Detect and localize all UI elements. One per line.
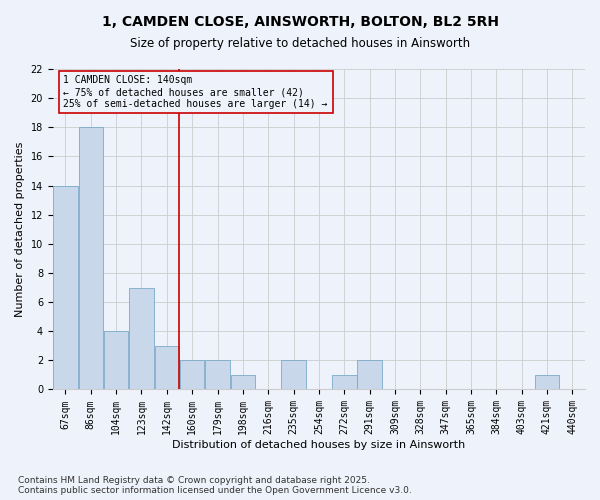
Text: 1 CAMDEN CLOSE: 140sqm
← 75% of detached houses are smaller (42)
25% of semi-det: 1 CAMDEN CLOSE: 140sqm ← 75% of detached… <box>64 76 328 108</box>
Bar <box>53 186 78 390</box>
Bar <box>180 360 205 390</box>
Bar <box>230 375 255 390</box>
Bar <box>332 375 356 390</box>
Bar <box>155 346 179 390</box>
X-axis label: Distribution of detached houses by size in Ainsworth: Distribution of detached houses by size … <box>172 440 466 450</box>
Bar <box>535 375 559 390</box>
Y-axis label: Number of detached properties: Number of detached properties <box>15 142 25 317</box>
Bar <box>104 331 128 390</box>
Bar <box>79 128 103 390</box>
Bar <box>205 360 230 390</box>
Bar <box>281 360 306 390</box>
Bar <box>357 360 382 390</box>
Text: Contains HM Land Registry data © Crown copyright and database right 2025.
Contai: Contains HM Land Registry data © Crown c… <box>18 476 412 495</box>
Bar <box>129 288 154 390</box>
Text: 1, CAMDEN CLOSE, AINSWORTH, BOLTON, BL2 5RH: 1, CAMDEN CLOSE, AINSWORTH, BOLTON, BL2 … <box>101 15 499 29</box>
Text: Size of property relative to detached houses in Ainsworth: Size of property relative to detached ho… <box>130 38 470 51</box>
